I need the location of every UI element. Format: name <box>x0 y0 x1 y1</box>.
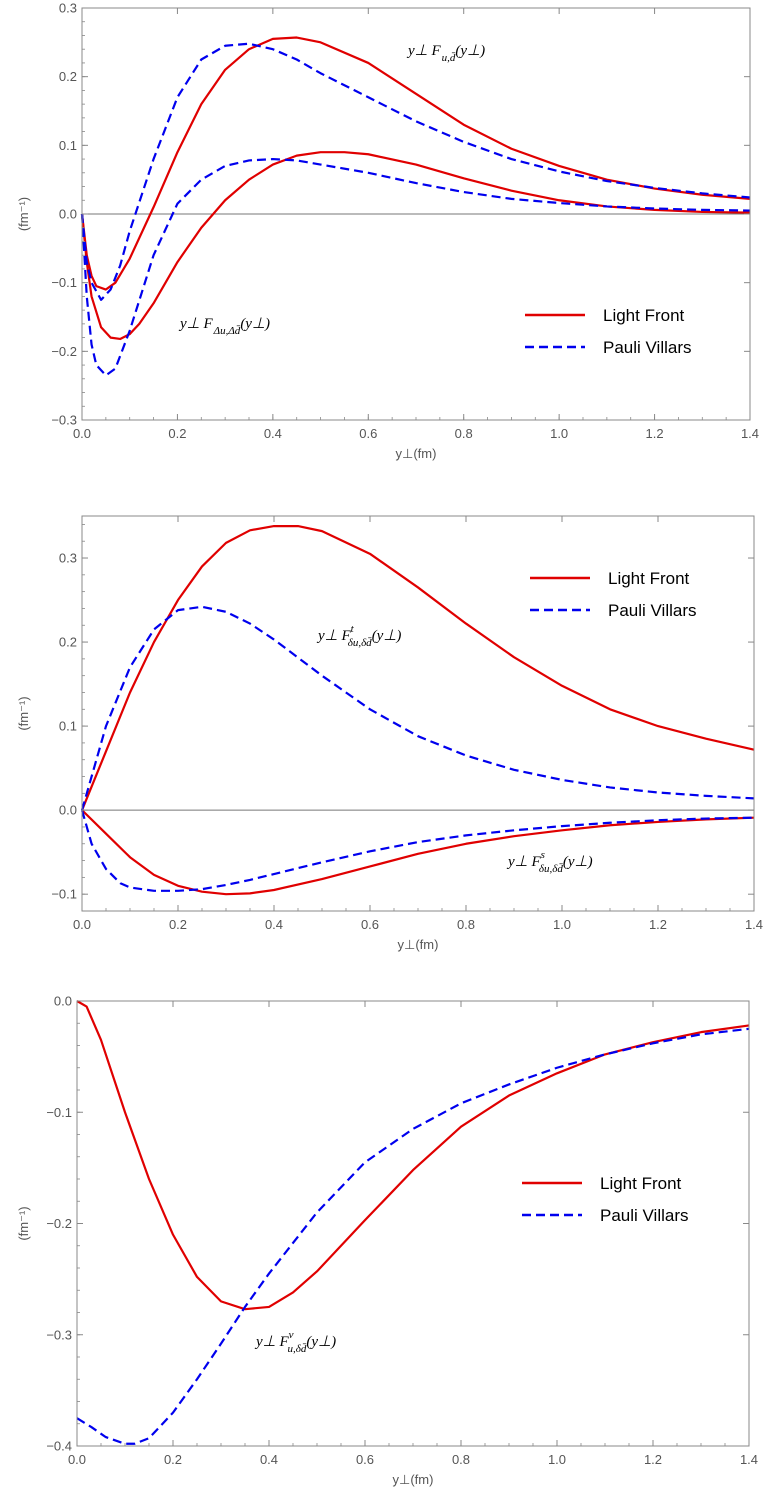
x-tick-label: 0.6 <box>356 1452 374 1467</box>
x-tick-label: 1.4 <box>745 917 763 932</box>
x-tick-label: 1.2 <box>646 426 664 441</box>
x-tick-label: 1.0 <box>553 917 571 932</box>
y-tick-label: 0.1 <box>59 138 77 153</box>
y-tick-label: 0.1 <box>59 719 77 734</box>
curve-annotation: y⊥ Ft δu,δd̄(y⊥) <box>316 623 401 649</box>
series-line-light-front-1 <box>80 524 755 811</box>
x-tick-label: 0.0 <box>73 426 91 441</box>
x-tick-label: 1.0 <box>550 426 568 441</box>
y-tick-label: 0.0 <box>59 803 77 818</box>
series-line-light-front-2 <box>81 809 755 896</box>
series-line-light-front-1 <box>80 36 751 291</box>
legend-label-light-front: Light Front <box>608 569 690 588</box>
series-line-pauli-villars-3 <box>80 605 755 811</box>
x-tick-label: 0.2 <box>168 426 186 441</box>
legend-label-pauli-villars: Pauli Villars <box>600 1206 689 1225</box>
y-tick-label: 0.0 <box>59 207 77 222</box>
legend-label-pauli-villars: Pauli Villars <box>608 601 697 620</box>
series-line-pauli-villars-2 <box>76 1027 750 1445</box>
y-tick-label: 0.0 <box>54 994 72 1009</box>
y-tick-label: 0.2 <box>59 69 77 84</box>
curve-annotation: y⊥ Fu,d̄(y⊥) <box>406 43 485 64</box>
legend-label-pauli-villars: Pauli Villars <box>603 338 692 357</box>
x-tick-label: 1.2 <box>644 1452 662 1467</box>
series-line-pauli-villars-3 <box>80 42 751 301</box>
curve-annotation: y⊥ FΔu,Δd̄(y⊥) <box>178 316 270 337</box>
series-line-light-front-1 <box>76 1000 750 1311</box>
legend: Light Front Pauli Villars <box>525 306 692 357</box>
series-line-pauli-villars-4 <box>80 157 751 377</box>
curve-annotation: y⊥ Fs δu,δd̄(y⊥) <box>506 849 593 875</box>
x-tick-label: 0.8 <box>452 1452 470 1467</box>
x-tick-label: 0.2 <box>164 1452 182 1467</box>
y-tick-label: −0.2 <box>51 344 77 359</box>
series-line-pauli-villars-4 <box>80 809 755 892</box>
y-tick-label: −0.2 <box>46 1216 72 1231</box>
y-tick-label: −0.3 <box>46 1327 72 1342</box>
y-tick-label: −0.1 <box>46 1105 72 1120</box>
legend: Light Front Pauli Villars <box>522 1174 689 1225</box>
y-tick-label: −0.1 <box>51 887 77 902</box>
x-tick-label: 1.4 <box>741 426 759 441</box>
x-tick-label: 0.4 <box>264 426 282 441</box>
y-tick-label: 0.2 <box>59 635 77 650</box>
curve-annotation: y⊥ Fv u,δd̄(y⊥) <box>254 1329 336 1355</box>
x-tick-label: 0.4 <box>260 1452 278 1467</box>
x-axis-label: y⊥(fm) <box>398 937 439 952</box>
y-axis-label: (fm⁻¹) <box>16 696 31 730</box>
legend: Light Front Pauli Villars <box>530 569 697 620</box>
x-tick-label: 0.6 <box>361 917 379 932</box>
series-line-light-front-2 <box>80 151 751 341</box>
x-tick-label: 0.0 <box>68 1452 86 1467</box>
legend-label-light-front: Light Front <box>600 1174 682 1193</box>
x-axis-label: y⊥(fm) <box>396 446 437 461</box>
x-axis-label: y⊥(fm) <box>393 1472 434 1487</box>
chart-panel-3: 0.0 0.2 0.4 0.6 0.8 1.0 1.2 1.4 −0.4 −0.3 −0.2 −0.1… <box>16 994 758 1488</box>
x-tick-label: 0.0 <box>73 917 91 932</box>
y-axis-label: (fm⁻¹) <box>16 1206 31 1240</box>
x-tick-label: 0.4 <box>265 917 283 932</box>
x-tick-label: 0.8 <box>455 426 473 441</box>
legend-label-light-front: Light Front <box>603 306 685 325</box>
chart-panel-1: 0.0 0.2 0.4 0.6 0.8 1.0 1.2 1.4 −0.3 −0.2 −0.1 0.0 0… <box>16 1 759 462</box>
x-tick-label: 0.8 <box>457 917 475 932</box>
x-tick-label: 1.4 <box>740 1452 758 1467</box>
y-tick-label: −0.1 <box>51 275 77 290</box>
y-tick-label: 0.3 <box>59 551 77 566</box>
y-tick-label: −0.3 <box>51 413 77 428</box>
chart-panel-2: 0.0 0.2 0.4 0.6 0.8 1.0 1.2 1.4 −0.1 0.0 0.1 0.2 0.3… <box>16 515 763 952</box>
y-tick-label: 0.3 <box>59 1 77 16</box>
x-tick-label: 0.6 <box>359 426 377 441</box>
y-tick-label: −0.4 <box>46 1439 72 1454</box>
x-tick-label: 1.2 <box>649 917 667 932</box>
x-tick-label: 0.2 <box>169 917 187 932</box>
y-axis-label: (fm⁻¹) <box>16 197 31 231</box>
x-tick-label: 1.0 <box>548 1452 566 1467</box>
